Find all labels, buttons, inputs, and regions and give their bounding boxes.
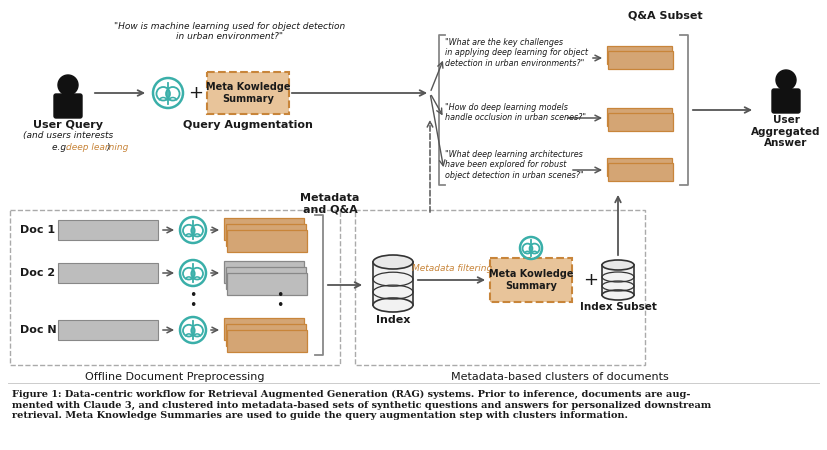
- FancyBboxPatch shape: [54, 94, 82, 118]
- FancyBboxPatch shape: [772, 89, 800, 113]
- Text: Offline Document Preprocessing: Offline Document Preprocessing: [85, 372, 265, 382]
- Text: •: •: [276, 288, 284, 302]
- Text: User
Aggregated
Answer: User Aggregated Answer: [751, 115, 820, 148]
- Bar: [227, 273, 307, 295]
- Text: Q&A Subset: Q&A Subset: [628, 10, 702, 20]
- Text: e.g.: e.g.: [52, 143, 72, 152]
- Text: "What deep learning architectures
have been explored for robust
object detection: "What deep learning architectures have b…: [445, 150, 584, 180]
- Text: +: +: [584, 271, 599, 289]
- Bar: [227, 330, 307, 352]
- Text: •: •: [189, 288, 197, 302]
- Text: Meta Kowledge
Summary: Meta Kowledge Summary: [206, 82, 290, 104]
- Bar: [224, 261, 304, 283]
- FancyBboxPatch shape: [207, 72, 289, 114]
- Text: Index: Index: [375, 315, 410, 325]
- Text: Doc 2: Doc 2: [20, 268, 55, 278]
- Ellipse shape: [602, 260, 634, 270]
- Circle shape: [58, 75, 78, 95]
- Ellipse shape: [373, 255, 413, 269]
- Bar: [58, 263, 158, 283]
- Bar: [607, 108, 672, 126]
- Bar: [224, 218, 304, 240]
- Text: ): ): [107, 143, 111, 152]
- Text: Index Subset: Index Subset: [580, 302, 657, 312]
- Circle shape: [776, 70, 796, 90]
- Bar: [226, 224, 306, 246]
- Bar: [224, 318, 304, 340]
- Text: Doc N: Doc N: [20, 325, 56, 335]
- Text: Figure 1: Data-centric workflow for Retrieval Augmented Generation (RAG) systems: Figure 1: Data-centric workflow for Retr…: [12, 390, 711, 420]
- Text: "What are the key challenges
in applying deep learning for object
detection in u: "What are the key challenges in applying…: [445, 38, 588, 68]
- Bar: [608, 113, 673, 131]
- Text: Metadata-based clusters of documents: Metadata-based clusters of documents: [451, 372, 669, 382]
- Text: Doc 1: Doc 1: [20, 225, 55, 235]
- Text: Query Augmentation: Query Augmentation: [183, 120, 313, 130]
- Bar: [58, 220, 158, 240]
- Text: "How do deep learning models
handle occlusion in urban scenes?": "How do deep learning models handle occl…: [445, 103, 586, 122]
- FancyBboxPatch shape: [490, 258, 572, 302]
- Text: Metadata
and Q&A: Metadata and Q&A: [300, 193, 360, 215]
- Text: (and users interests: (and users interests: [23, 131, 113, 140]
- Text: •: •: [189, 298, 197, 311]
- Text: Metadata filtering: Metadata filtering: [412, 264, 492, 273]
- Text: "How is machine learning used for object detection
in urban environment?": "How is machine learning used for object…: [114, 22, 346, 41]
- Bar: [226, 267, 306, 289]
- Bar: [602, 265, 634, 295]
- Text: deep learning: deep learning: [66, 143, 128, 152]
- Bar: [227, 230, 307, 252]
- Text: +: +: [189, 84, 203, 102]
- Ellipse shape: [602, 290, 634, 300]
- Text: User Query: User Query: [33, 120, 103, 130]
- Bar: [607, 46, 672, 64]
- Bar: [373, 262, 413, 305]
- Text: •: •: [276, 298, 284, 311]
- Text: Meta Kowledge
Summary: Meta Kowledge Summary: [489, 269, 573, 291]
- Bar: [58, 320, 158, 340]
- Bar: [607, 158, 672, 176]
- Bar: [608, 51, 673, 69]
- Bar: [608, 163, 673, 181]
- Bar: [226, 324, 306, 346]
- Ellipse shape: [373, 298, 413, 312]
